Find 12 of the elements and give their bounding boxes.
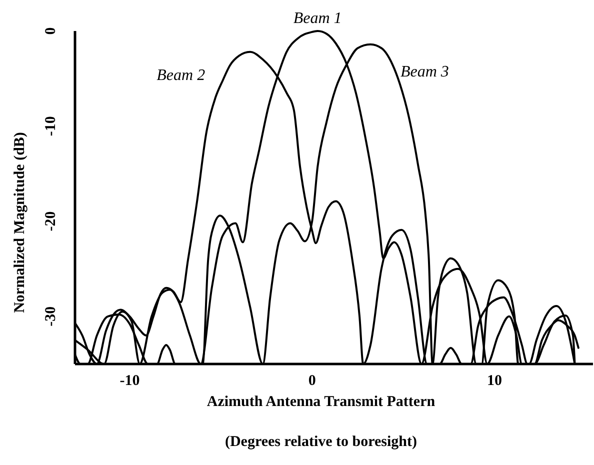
x-tick-label: 0 bbox=[308, 373, 316, 389]
series-label: Beam 1 bbox=[293, 10, 342, 27]
y-tick-label: -10 bbox=[43, 116, 59, 136]
x-tick-label: -10 bbox=[120, 373, 140, 389]
series-label: Beam 3 bbox=[400, 63, 449, 80]
text: Azimuth Antenna Transmit Pattern (Degrees relative to boresight) bbox=[206, 394, 436, 450]
y-axis-title: Normalized Magnitude (dB) bbox=[12, 132, 28, 313]
y-tick-label: -30 bbox=[43, 306, 59, 326]
series-label: Beam 2 bbox=[156, 66, 206, 84]
x-tick-label: 10 bbox=[487, 373, 502, 389]
y-tick-label: 0 bbox=[43, 27, 59, 35]
y-tick-label: -20 bbox=[43, 211, 59, 232]
